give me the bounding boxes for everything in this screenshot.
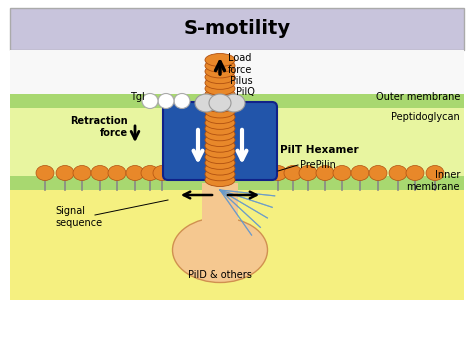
Ellipse shape xyxy=(158,93,174,109)
Ellipse shape xyxy=(205,116,235,129)
Ellipse shape xyxy=(205,99,235,112)
Text: S-motility: S-motility xyxy=(183,18,291,38)
Ellipse shape xyxy=(205,54,235,66)
FancyBboxPatch shape xyxy=(163,102,277,180)
Ellipse shape xyxy=(205,128,235,141)
FancyBboxPatch shape xyxy=(10,180,464,300)
Ellipse shape xyxy=(205,93,235,106)
Ellipse shape xyxy=(73,165,91,180)
Text: Tgl: Tgl xyxy=(130,92,145,102)
Ellipse shape xyxy=(205,122,235,135)
Ellipse shape xyxy=(205,71,235,84)
Ellipse shape xyxy=(269,165,287,180)
FancyBboxPatch shape xyxy=(10,176,464,190)
Ellipse shape xyxy=(142,93,158,109)
FancyBboxPatch shape xyxy=(10,100,464,180)
Ellipse shape xyxy=(205,88,235,101)
Text: Retraction
force: Retraction force xyxy=(70,116,128,138)
Ellipse shape xyxy=(369,165,387,180)
Ellipse shape xyxy=(126,165,144,180)
FancyBboxPatch shape xyxy=(202,183,238,225)
Ellipse shape xyxy=(141,165,159,180)
Ellipse shape xyxy=(351,165,369,180)
FancyBboxPatch shape xyxy=(10,94,464,108)
Ellipse shape xyxy=(205,76,235,89)
Ellipse shape xyxy=(205,82,235,95)
Ellipse shape xyxy=(205,65,235,78)
Text: Signal
sequence: Signal sequence xyxy=(55,206,102,228)
Ellipse shape xyxy=(91,165,109,180)
Ellipse shape xyxy=(205,133,235,147)
Text: Peptidoglycan: Peptidoglycan xyxy=(391,112,460,122)
Ellipse shape xyxy=(205,139,235,152)
Text: PilT Hexamer: PilT Hexamer xyxy=(280,145,359,155)
Text: Outer membrane: Outer membrane xyxy=(375,92,460,102)
Ellipse shape xyxy=(195,94,217,112)
Ellipse shape xyxy=(205,168,235,181)
Ellipse shape xyxy=(205,156,235,169)
Ellipse shape xyxy=(205,162,235,175)
Ellipse shape xyxy=(223,94,245,112)
Ellipse shape xyxy=(284,165,302,180)
Ellipse shape xyxy=(205,59,235,72)
Ellipse shape xyxy=(56,165,74,180)
Text: PilD & others: PilD & others xyxy=(188,270,252,280)
Ellipse shape xyxy=(205,145,235,158)
Ellipse shape xyxy=(108,165,126,180)
Ellipse shape xyxy=(299,165,317,180)
Text: Inner
membrane: Inner membrane xyxy=(407,170,460,192)
Ellipse shape xyxy=(174,93,190,109)
Ellipse shape xyxy=(205,151,235,164)
Ellipse shape xyxy=(205,105,235,118)
Ellipse shape xyxy=(36,165,54,180)
Text: Pilus: Pilus xyxy=(230,76,253,86)
Ellipse shape xyxy=(153,165,171,180)
Ellipse shape xyxy=(205,111,235,124)
Text: PrePilin: PrePilin xyxy=(300,160,336,170)
Ellipse shape xyxy=(406,165,424,180)
FancyBboxPatch shape xyxy=(10,8,464,50)
Text: PilQ: PilQ xyxy=(236,87,255,97)
Ellipse shape xyxy=(389,165,407,180)
Ellipse shape xyxy=(209,94,231,112)
Text: Load
force: Load force xyxy=(228,53,252,75)
Ellipse shape xyxy=(333,165,351,180)
FancyBboxPatch shape xyxy=(10,50,464,94)
Ellipse shape xyxy=(316,165,334,180)
Ellipse shape xyxy=(426,165,444,180)
Ellipse shape xyxy=(173,218,267,283)
Ellipse shape xyxy=(205,174,235,186)
